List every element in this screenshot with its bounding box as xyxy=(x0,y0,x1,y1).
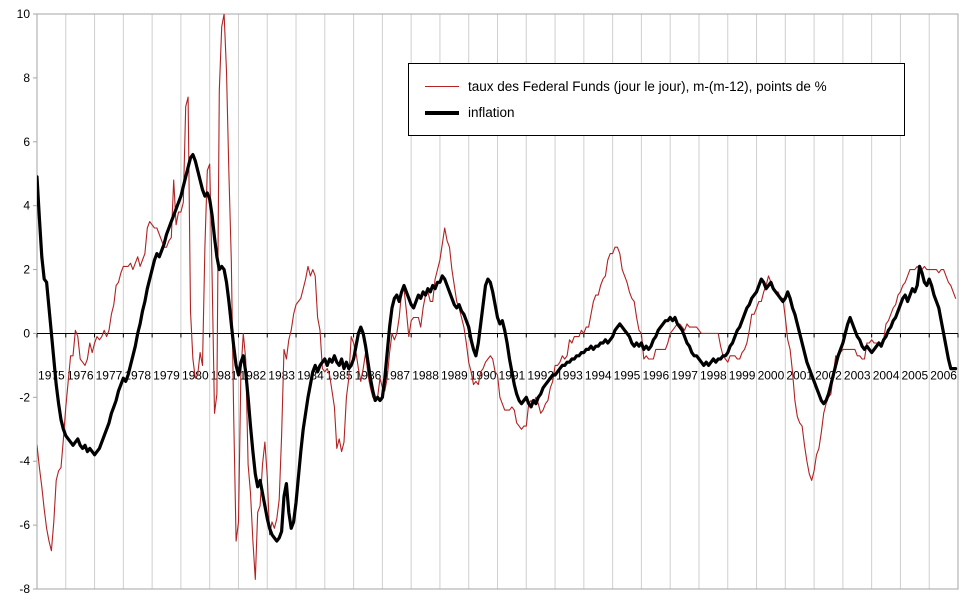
x-axis-tick-label: 2005 xyxy=(901,368,928,382)
legend-item-inflation: inflation xyxy=(425,101,898,125)
plot-border xyxy=(36,13,959,590)
y-axis-tick-label: 2 xyxy=(23,263,30,277)
x-axis-tick-label: 1995 xyxy=(614,368,641,382)
x-axis-tick-label: 2002 xyxy=(815,368,842,382)
x-axis-tick-label: 1999 xyxy=(729,368,756,382)
y-axis-tick-label: 4 xyxy=(23,199,30,213)
x-axis-tick-label: 1992 xyxy=(527,368,554,382)
x-axis-tick-label: 2000 xyxy=(758,368,785,382)
y-axis-tick-label: 0 xyxy=(23,326,30,340)
x-axis-tick-label: 2006 xyxy=(930,368,957,382)
y-axis-tick-label: -2 xyxy=(19,390,30,404)
x-axis-tick-label: 2003 xyxy=(844,368,871,382)
x-axis-tick-label: 1997 xyxy=(671,368,698,382)
x-axis-tick-label: 1975 xyxy=(38,368,65,382)
series-line-inflation xyxy=(37,153,958,543)
x-axis-tick-label: 1977 xyxy=(96,368,123,382)
x-axis-tick-label: 2004 xyxy=(873,368,900,382)
x-axis-tick-label: 1985 xyxy=(326,368,353,382)
x-axis-tick-label: 1990 xyxy=(470,368,497,382)
inflation-line-sample xyxy=(425,110,459,115)
y-axis-tick-label: -8 xyxy=(19,582,30,596)
series-line-fed-funds xyxy=(37,14,957,580)
y-axis-tick-label: 10 xyxy=(17,7,31,21)
legend-label-inflation: inflation xyxy=(468,105,515,121)
fed-funds-line-sample xyxy=(425,85,459,87)
x-axis-tick-label: 1994 xyxy=(585,368,612,382)
x-axis-tick-label: 1982 xyxy=(240,368,267,382)
y-axis-tick-label: 6 xyxy=(23,135,30,149)
x-axis-tick-label: 1989 xyxy=(441,368,468,382)
y-axis-tick-label: -4 xyxy=(19,454,30,468)
legend-label-fed-funds: taux des Federal Funds (jour le jour), m… xyxy=(468,78,827,94)
x-axis-tick-label: 1976 xyxy=(67,368,94,382)
x-axis-tick-label: 1983 xyxy=(268,368,295,382)
legend: taux des Federal Funds (jour le jour), m… xyxy=(408,63,905,136)
x-axis-tick-label: 1987 xyxy=(383,368,410,382)
legend-item-fed-funds: taux des Federal Funds (jour le jour), m… xyxy=(425,74,898,98)
y-axis-tick-label: -6 xyxy=(19,518,30,532)
y-axis-tick-label: 8 xyxy=(23,71,30,85)
x-axis-tick-label: 1996 xyxy=(642,368,669,382)
x-axis-tick-label: 1978 xyxy=(124,368,151,382)
x-axis-tick-label: 1988 xyxy=(412,368,439,382)
x-axis-tick-label: 1998 xyxy=(700,368,727,382)
x-axis-tick-label: 1979 xyxy=(153,368,180,382)
x-axis-tick-label: 1993 xyxy=(556,368,583,382)
